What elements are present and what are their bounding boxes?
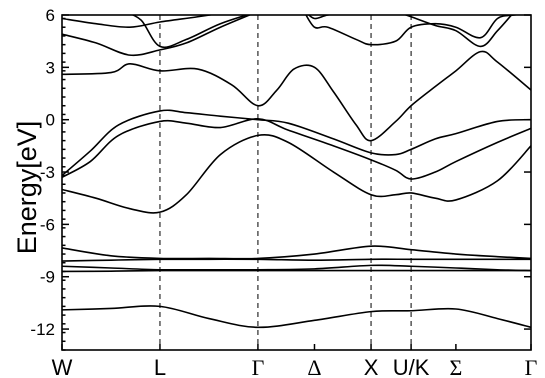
y-tick-label-5: -9 [40, 268, 55, 287]
y-tick-label-1: 3 [46, 58, 55, 77]
kpoint-label-3: Δ [307, 355, 321, 378]
kpoint-label-1: L [154, 355, 166, 378]
band-3 [62, 264, 531, 272]
band-1 [62, 305, 531, 329]
kpoint-label-0: W [52, 355, 73, 378]
band-15 [403, 15, 513, 48]
band-10 [62, 15, 252, 57]
y-axis-ticks: 6 3 0 -3 -6 -9 -12 [30, 6, 531, 351]
plot-frame [61, 14, 532, 351]
band-9 [62, 50, 531, 142]
band-8 [62, 109, 531, 177]
x-axis-kpoint-labels: W L Γ Δ X U/K Σ Γ [52, 344, 538, 378]
band-13 [305, 15, 521, 46]
y-axis-label: Energy[eV] [12, 121, 42, 255]
energy-bands [62, 15, 531, 329]
kpoint-label-2: Γ [252, 355, 265, 378]
band-12 [62, 15, 215, 29]
kpoint-label-6: Σ [449, 355, 462, 378]
kpoint-label-4: X [364, 355, 379, 378]
y-tick-label-2: 0 [46, 111, 55, 130]
y-tick-label-3: -3 [40, 163, 55, 182]
y-tick-label-0: 6 [46, 6, 55, 25]
band-6 [62, 133, 531, 214]
band-2 [62, 269, 531, 273]
band-7 [62, 118, 531, 180]
band-4 [62, 258, 531, 262]
band-5 [62, 245, 531, 260]
band-11 [131, 15, 250, 49]
y-tick-label-4: -6 [40, 215, 55, 234]
kpoint-label-5: U/K [393, 355, 430, 378]
y-tick-label-6: -12 [30, 320, 55, 339]
kpoint-label-7: Γ [525, 355, 538, 378]
